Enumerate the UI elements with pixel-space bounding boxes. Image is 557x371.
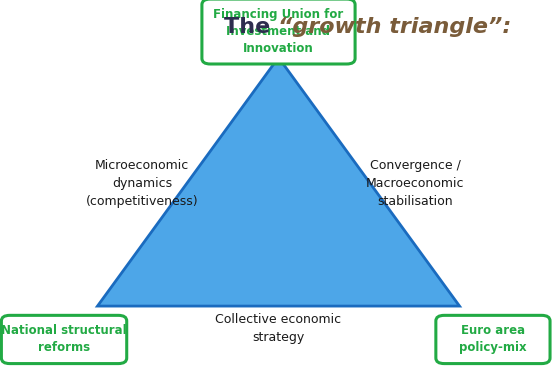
FancyBboxPatch shape [2,315,127,364]
FancyBboxPatch shape [202,0,355,64]
Text: Euro area
policy-mix: Euro area policy-mix [459,325,527,354]
Text: Convergence /
Macroeconomic
stabilisation: Convergence / Macroeconomic stabilisatio… [366,159,464,208]
Text: “growth triangle”:: “growth triangle”: [278,17,512,37]
Polygon shape [97,58,460,306]
Text: The: The [224,17,278,37]
Text: Financing Union for
Investment and
Innovation: Financing Union for Investment and Innov… [213,8,344,55]
Text: Microeconomic
dynamics
(competitiveness): Microeconomic dynamics (competitiveness) [86,159,198,208]
Text: Collective economic
strategy: Collective economic strategy [216,313,341,344]
FancyBboxPatch shape [436,315,550,364]
Text: National structural
reforms: National structural reforms [1,325,127,354]
